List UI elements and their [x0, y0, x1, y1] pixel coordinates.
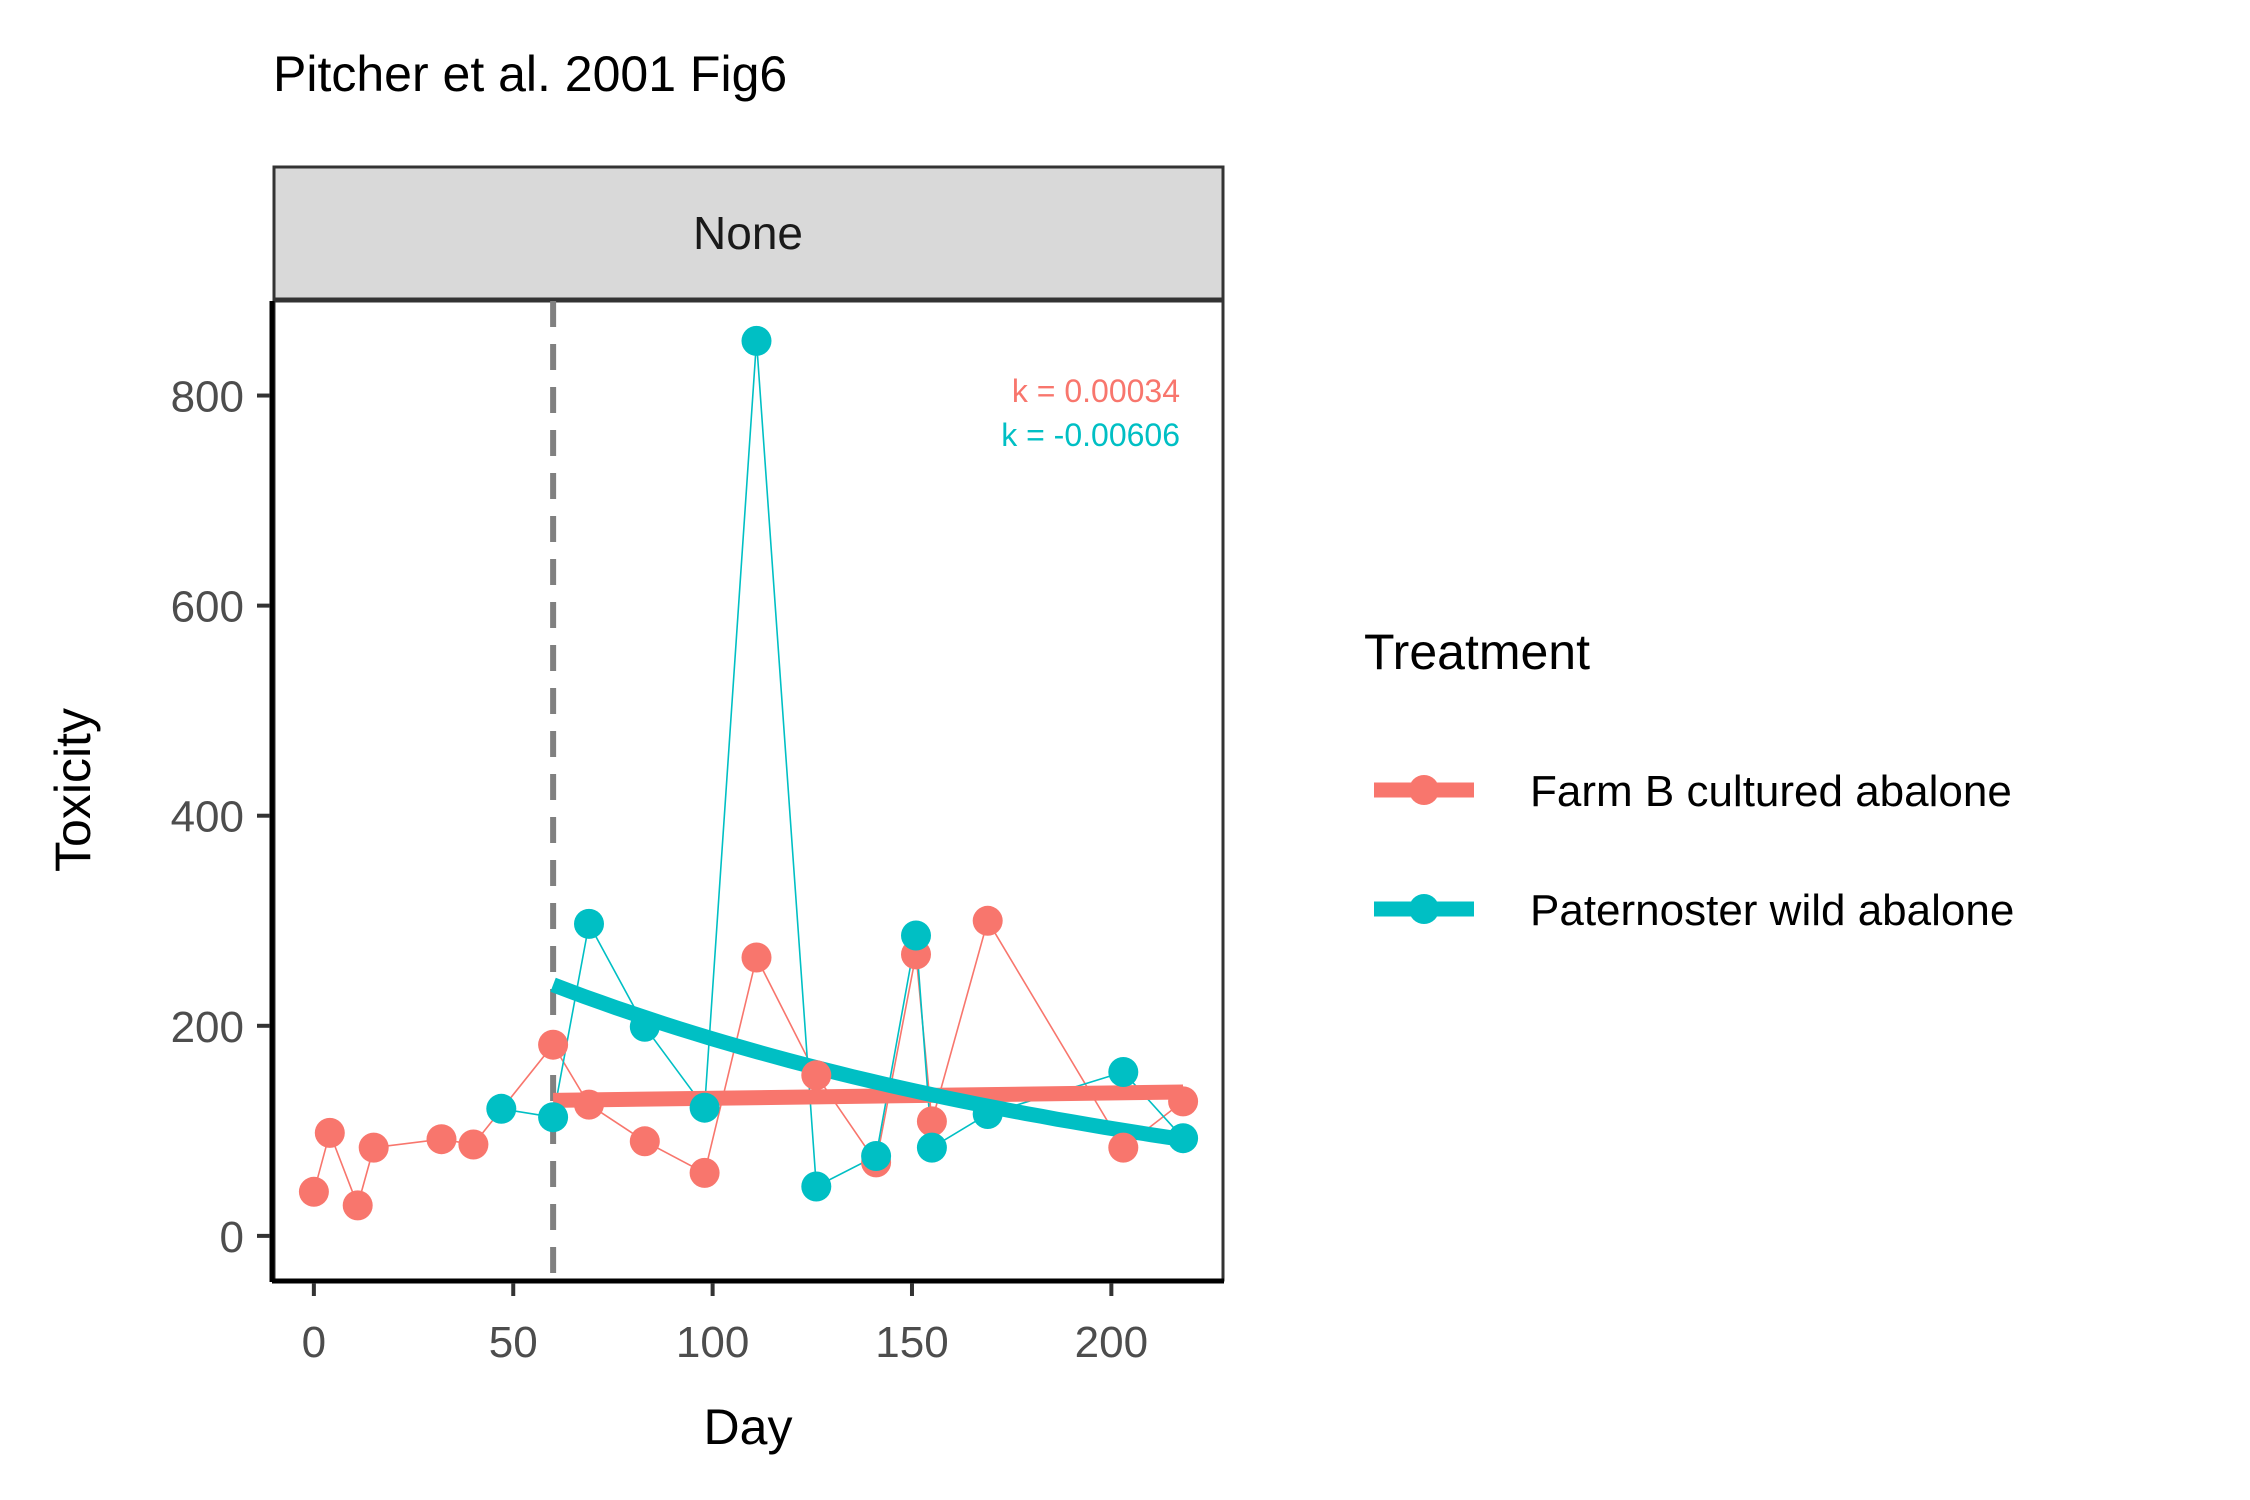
data-point-farm-b-cultured-abalone [972, 905, 1003, 936]
x-tick-label: 150 [875, 1318, 948, 1367]
y-tick-label: 800 [171, 373, 244, 422]
data-point-farm-b-cultured-abalone [358, 1132, 389, 1163]
legend-items: Farm B cultured abalone Paternoster wild … [1374, 767, 2014, 935]
data-point-paternoster-wild-abalone [1108, 1057, 1139, 1087]
data-point-paternoster-wild-abalone [1168, 1123, 1199, 1154]
data-point-paternoster-wild-abalone [741, 325, 772, 356]
legend-label: Paternoster wild abalone [1530, 886, 2014, 935]
data-point-farm-b-cultured-abalone [298, 1176, 329, 1207]
legend-key-point [1409, 775, 1439, 805]
data-point-farm-b-cultured-abalone [574, 1089, 604, 1120]
y-axis-ticks: 0 200 400 600 800 [171, 373, 270, 1262]
data-point-farm-b-cultured-abalone [1108, 1132, 1139, 1163]
x-tick-label: 100 [676, 1318, 749, 1367]
data-point-paternoster-wild-abalone [486, 1093, 517, 1124]
x-tick-label: 0 [302, 1318, 326, 1367]
data-point-farm-b-cultured-abalone [801, 1060, 832, 1091]
x-tick-label: 200 [1075, 1318, 1148, 1367]
x-tick-label: 50 [489, 1318, 538, 1367]
data-point-farm-b-cultured-abalone [916, 1106, 947, 1137]
k-annotation-farm: k = 0.00034 [1012, 373, 1180, 409]
facet-strip [272, 165, 1225, 301]
x-axis-ticks: 0 50 100 150 200 [302, 1283, 1148, 1367]
data-point-farm-b-cultured-abalone [342, 1190, 373, 1221]
data-point-farm-b-cultured-abalone [426, 1124, 457, 1155]
data-point-paternoster-wild-abalone [916, 1132, 947, 1163]
k-annotation-wild: k = -0.00606 [1001, 417, 1180, 453]
legend-item-farm-b-cultured-abalone: Farm B cultured abalone [1374, 767, 2012, 816]
legend-label: Farm B cultured abalone [1530, 767, 2012, 816]
data-point-paternoster-wild-abalone [901, 920, 931, 951]
data-point-paternoster-wild-abalone [972, 1099, 1003, 1129]
data-point-farm-b-cultured-abalone [629, 1126, 660, 1157]
y-tick-label: 400 [171, 793, 244, 842]
fit-line-farm-b-cultured-abalone [552, 1084, 1184, 1108]
data-point-paternoster-wild-abalone [629, 1011, 660, 1042]
y-axis-title: Toxicity [45, 708, 101, 872]
legend-key-point [1409, 894, 1439, 924]
data-point-paternoster-wild-abalone [861, 1141, 892, 1171]
data-point-farm-b-cultured-abalone [458, 1129, 489, 1160]
data-point-farm-b-cultured-abalone [741, 942, 772, 973]
data-point-farm-b-cultured-abalone [314, 1117, 345, 1148]
legend: Treatment Farm B cultured abalone Paterno… [1364, 624, 2014, 935]
data-point-paternoster-wild-abalone [574, 908, 604, 939]
data-point-paternoster-wild-abalone [689, 1092, 720, 1123]
chart-title: Pitcher et al. 2001 Fig6 [273, 46, 787, 102]
points-layer [298, 325, 1199, 1221]
data-point-farm-b-cultured-abalone [1168, 1086, 1199, 1117]
data-point-paternoster-wild-abalone [801, 1171, 832, 1202]
data-point-farm-b-cultured-abalone [538, 1029, 569, 1060]
y-tick-label: 200 [171, 1003, 244, 1052]
data-point-paternoster-wild-abalone [538, 1102, 569, 1133]
legend-item-paternoster-wild-abalone: Paternoster wild abalone [1374, 886, 2014, 935]
data-point-farm-b-cultured-abalone [689, 1157, 720, 1188]
x-axis-title: Day [704, 1399, 793, 1455]
legend-title: Treatment [1364, 624, 1590, 680]
y-tick-label: 0 [220, 1213, 244, 1262]
facet-label: None [693, 207, 803, 259]
y-tick-label: 600 [171, 583, 244, 632]
